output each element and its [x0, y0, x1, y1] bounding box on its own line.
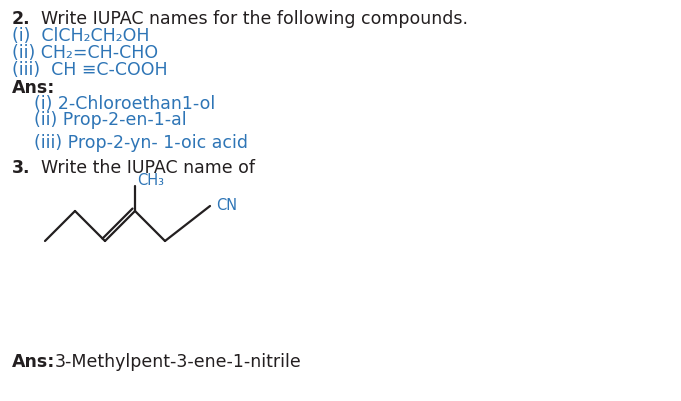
- Text: Write IUPAC names for the following compounds.: Write IUPAC names for the following comp…: [30, 10, 468, 28]
- Text: (i)  ClCH₂CH₂OH: (i) ClCH₂CH₂OH: [12, 27, 150, 45]
- Text: (ii) Prop-2-en-1-al: (ii) Prop-2-en-1-al: [12, 111, 187, 129]
- Text: CN: CN: [216, 198, 237, 213]
- Text: Write the IUPAC name of: Write the IUPAC name of: [30, 159, 255, 177]
- Text: 2.: 2.: [12, 10, 31, 28]
- Text: (ii) CH₂=CH-CHO: (ii) CH₂=CH-CHO: [12, 44, 158, 62]
- Text: CH₃: CH₃: [137, 173, 164, 188]
- Text: Ans:: Ans:: [12, 353, 55, 371]
- Text: (iii) Prop-2-yn- 1-oic acid: (iii) Prop-2-yn- 1-oic acid: [12, 134, 248, 152]
- Text: (iii)  CH ≡C-COOH: (iii) CH ≡C-COOH: [12, 61, 168, 79]
- Text: 3-Methylpent-3-ene-1-nitrile: 3-Methylpent-3-ene-1-nitrile: [55, 353, 302, 371]
- Text: 3.: 3.: [12, 159, 31, 177]
- Text: Ans:: Ans:: [12, 79, 55, 97]
- Text: (i) 2-Chloroethan1-ol: (i) 2-Chloroethan1-ol: [12, 95, 215, 113]
